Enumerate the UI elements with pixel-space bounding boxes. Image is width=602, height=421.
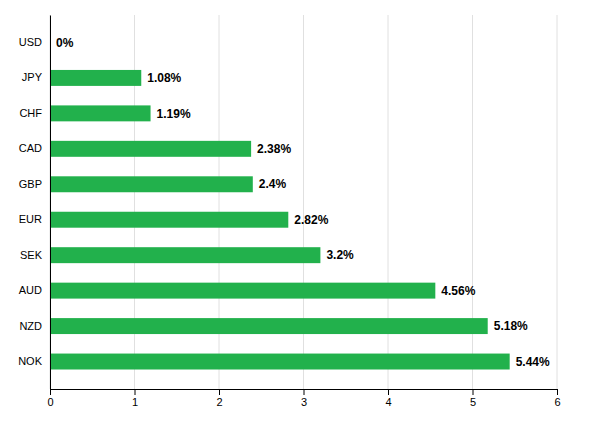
tick: USD	[19, 36, 42, 48]
tick: 5	[470, 389, 476, 408]
bar	[50, 212, 288, 228]
tick: JPY	[22, 71, 43, 83]
chart-svg: 0 1 2 3 4 5 6 USD JPY CHF CAD GBP EUR SEK AUD NZD NOK 0% 1…	[0, 0, 602, 421]
tick: NZD	[19, 320, 42, 332]
data-label: 3.2%	[326, 248, 354, 262]
chart-container: 0 1 2 3 4 5 6 USD JPY CHF CAD GBP EUR SEK AUD NZD NOK 0% 1…	[0, 0, 602, 421]
y-axis: USD JPY CHF CAD GBP EUR SEK AUD NZD NOK	[18, 16, 50, 390]
tick-label: 0	[47, 396, 53, 408]
tick: 6	[554, 389, 560, 408]
tick-label: CHF	[19, 107, 42, 119]
tick-mark	[388, 389, 389, 395]
data-label: 1.19%	[157, 107, 191, 121]
grid-line	[557, 15, 558, 389]
grid-line	[50, 15, 51, 389]
data-label: 4.56%	[441, 284, 475, 298]
x-axis: 0 1 2 3 4 5 6	[47, 389, 560, 408]
tick: 4	[385, 389, 391, 408]
axis-line	[50, 16, 51, 390]
tick-label: JPY	[22, 71, 43, 83]
tick: NOK	[18, 355, 43, 367]
plot-area: 0 1 2 3 4 5 6 USD JPY CHF CAD GBP EUR SEK AUD NZD NOK 0% 1…	[18, 15, 560, 408]
tick-label: 1	[132, 396, 138, 408]
bars	[50, 70, 510, 370]
tick-mark	[473, 389, 474, 395]
tick: AUD	[19, 284, 42, 296]
bar	[50, 141, 251, 157]
tick-label: 4	[385, 396, 391, 408]
data-label: 0%	[56, 36, 74, 50]
tick: SEK	[20, 249, 43, 261]
tick: 1	[132, 389, 138, 408]
tick: GBP	[19, 178, 42, 190]
tick-label: AUD	[19, 284, 42, 296]
tick-label: 3	[301, 396, 307, 408]
tick-label: 5	[470, 396, 476, 408]
bar	[50, 176, 253, 192]
data-label: 1.08%	[147, 71, 181, 85]
tick-mark	[304, 389, 305, 395]
tick-label: USD	[19, 36, 42, 48]
tick-label: 6	[554, 396, 560, 408]
bar	[50, 318, 488, 334]
tick: 2	[216, 389, 222, 408]
tick-label: 2	[216, 396, 222, 408]
tick-label: NOK	[18, 355, 43, 367]
tick: 0	[47, 389, 53, 408]
tick-label: SEK	[20, 249, 43, 261]
tick: CAD	[19, 142, 42, 154]
tick-mark	[557, 389, 558, 395]
bar	[50, 247, 320, 263]
data-label: 5.44%	[516, 355, 550, 369]
data-label: 2.38%	[257, 142, 291, 156]
tick: EUR	[19, 213, 42, 225]
tick-mark	[219, 389, 220, 395]
data-label: 2.4%	[259, 177, 287, 191]
data-label: 2.82%	[294, 213, 328, 227]
grid	[50, 15, 557, 389]
data-labels: 0% 1.08% 1.19% 2.38% 2.4% 2.82% 3.2% 4.56% 5.18%…	[56, 36, 550, 369]
bar	[50, 70, 141, 86]
bar	[50, 105, 151, 121]
tick: CHF	[19, 107, 42, 119]
tick-label: EUR	[19, 213, 42, 225]
bar	[50, 283, 435, 299]
data-label: 5.18%	[494, 319, 528, 333]
bar	[50, 354, 510, 370]
tick: 3	[301, 389, 307, 408]
tick-mark	[50, 389, 51, 395]
tick-mark	[135, 389, 136, 395]
tick-label: CAD	[19, 142, 42, 154]
tick-label: GBP	[19, 178, 42, 190]
tick-label: NZD	[19, 320, 42, 332]
